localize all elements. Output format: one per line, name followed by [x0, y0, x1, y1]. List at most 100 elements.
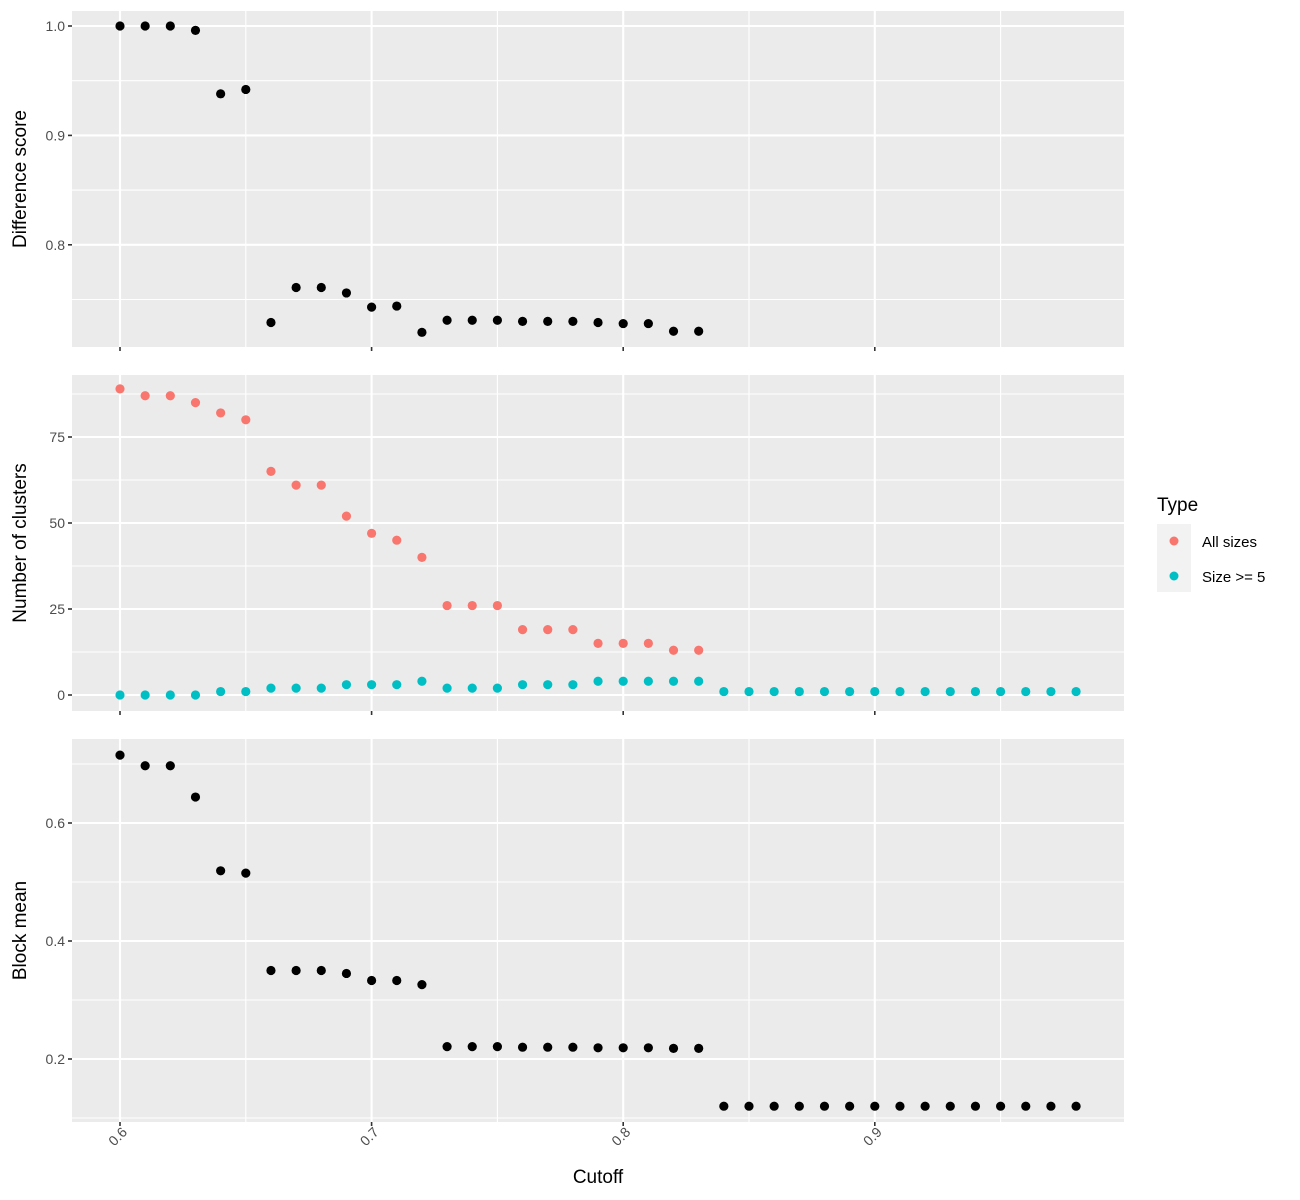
data-point — [568, 316, 578, 326]
x-axis: 0.6 0.7 0.8 0.9 Cutoff — [105, 1124, 885, 1188]
data-point — [115, 21, 125, 31]
data-point — [241, 415, 251, 425]
x-tick-label: 0.6 — [105, 1124, 130, 1149]
data-point — [291, 683, 301, 693]
data-point — [694, 1043, 704, 1053]
data-point — [392, 301, 402, 311]
data-point — [291, 965, 301, 976]
data-point — [316, 480, 326, 490]
data-point — [744, 686, 754, 697]
data-point — [190, 792, 201, 802]
data-point — [190, 690, 201, 700]
data-point — [241, 868, 251, 878]
legend-label-all-sizes: All sizes — [1202, 534, 1257, 551]
legend-label-size-5: Size >= 5 — [1202, 569, 1265, 586]
data-point — [543, 680, 553, 690]
data-point — [744, 1101, 754, 1111]
data-point — [945, 686, 955, 697]
series-points — [115, 750, 1081, 1111]
data-point — [367, 302, 377, 312]
data-point — [442, 1042, 452, 1052]
data-point — [140, 391, 150, 401]
data-point — [241, 686, 251, 697]
panels: 0.8 0.9 1.0 Difference score 0 25 50 75 Number o… — [10, 11, 1124, 1126]
data-point — [517, 1042, 528, 1052]
data-point — [165, 761, 175, 771]
data-point — [895, 686, 905, 697]
series-points — [115, 384, 704, 655]
data-point — [266, 683, 276, 693]
data-point — [467, 683, 477, 693]
data-point — [618, 676, 628, 686]
data-point — [643, 638, 653, 649]
data-point — [1071, 1101, 1081, 1111]
data-point — [492, 315, 502, 325]
data-point — [367, 975, 377, 986]
data-point — [769, 1101, 779, 1111]
data-point — [341, 680, 352, 690]
data-point — [794, 1101, 804, 1111]
data-point — [970, 686, 981, 697]
data-point — [140, 761, 150, 771]
data-point — [115, 690, 125, 700]
data-point — [266, 466, 276, 476]
data-point — [316, 965, 326, 976]
data-point — [417, 552, 427, 563]
data-point — [341, 288, 352, 298]
data-point — [719, 686, 729, 697]
panel-1: 0.8 0.9 1.0 Difference score — [10, 11, 1124, 351]
y-tick-label: 0.8 — [46, 237, 66, 253]
data-point — [367, 680, 377, 690]
data-point — [165, 690, 175, 700]
data-point — [417, 980, 427, 990]
data-point — [140, 690, 150, 700]
data-point — [190, 398, 201, 408]
data-point — [392, 975, 402, 986]
data-point — [920, 1101, 930, 1111]
y-tick-label: 0.9 — [46, 127, 66, 143]
data-point — [819, 1101, 830, 1111]
legend-title: Type — [1157, 495, 1198, 516]
data-point — [517, 316, 528, 326]
panel-background — [72, 739, 1124, 1122]
legend-marker-all-sizes — [1169, 536, 1179, 546]
data-point — [668, 645, 679, 655]
data-point — [467, 1042, 477, 1052]
data-point — [190, 25, 201, 35]
data-point — [996, 686, 1006, 697]
data-point — [618, 318, 628, 329]
data-point — [266, 317, 276, 328]
data-point — [543, 1042, 553, 1052]
y-tick-label: 1.0 — [46, 18, 66, 34]
data-point — [417, 676, 427, 686]
data-point — [970, 1101, 981, 1111]
data-point — [216, 89, 226, 99]
data-point — [1046, 1101, 1056, 1111]
y-tick-label: 75 — [49, 429, 65, 445]
data-point — [367, 528, 377, 538]
data-point — [568, 625, 578, 635]
data-point — [467, 315, 477, 325]
y-tick-label: 0.4 — [46, 933, 66, 949]
y-tick-label: 50 — [49, 515, 65, 531]
data-point — [668, 1043, 679, 1053]
data-point — [241, 84, 251, 95]
data-point — [417, 327, 427, 337]
data-point — [492, 600, 502, 611]
series-points — [115, 21, 704, 337]
data-point — [115, 750, 125, 760]
data-point — [643, 1043, 653, 1053]
y-axis-title: Difference score — [10, 110, 31, 248]
data-point — [593, 317, 603, 328]
data-point — [266, 965, 276, 976]
data-point — [618, 1043, 628, 1053]
x-tick-label: 0.9 — [860, 1124, 885, 1149]
panel-2: 0 25 50 75 Number of clusters — [10, 375, 1124, 715]
data-point — [517, 680, 528, 690]
data-point — [568, 680, 578, 690]
data-point — [517, 625, 528, 635]
legend-marker-size-5 — [1169, 571, 1179, 581]
data-point — [1021, 686, 1031, 697]
data-point — [291, 480, 301, 490]
